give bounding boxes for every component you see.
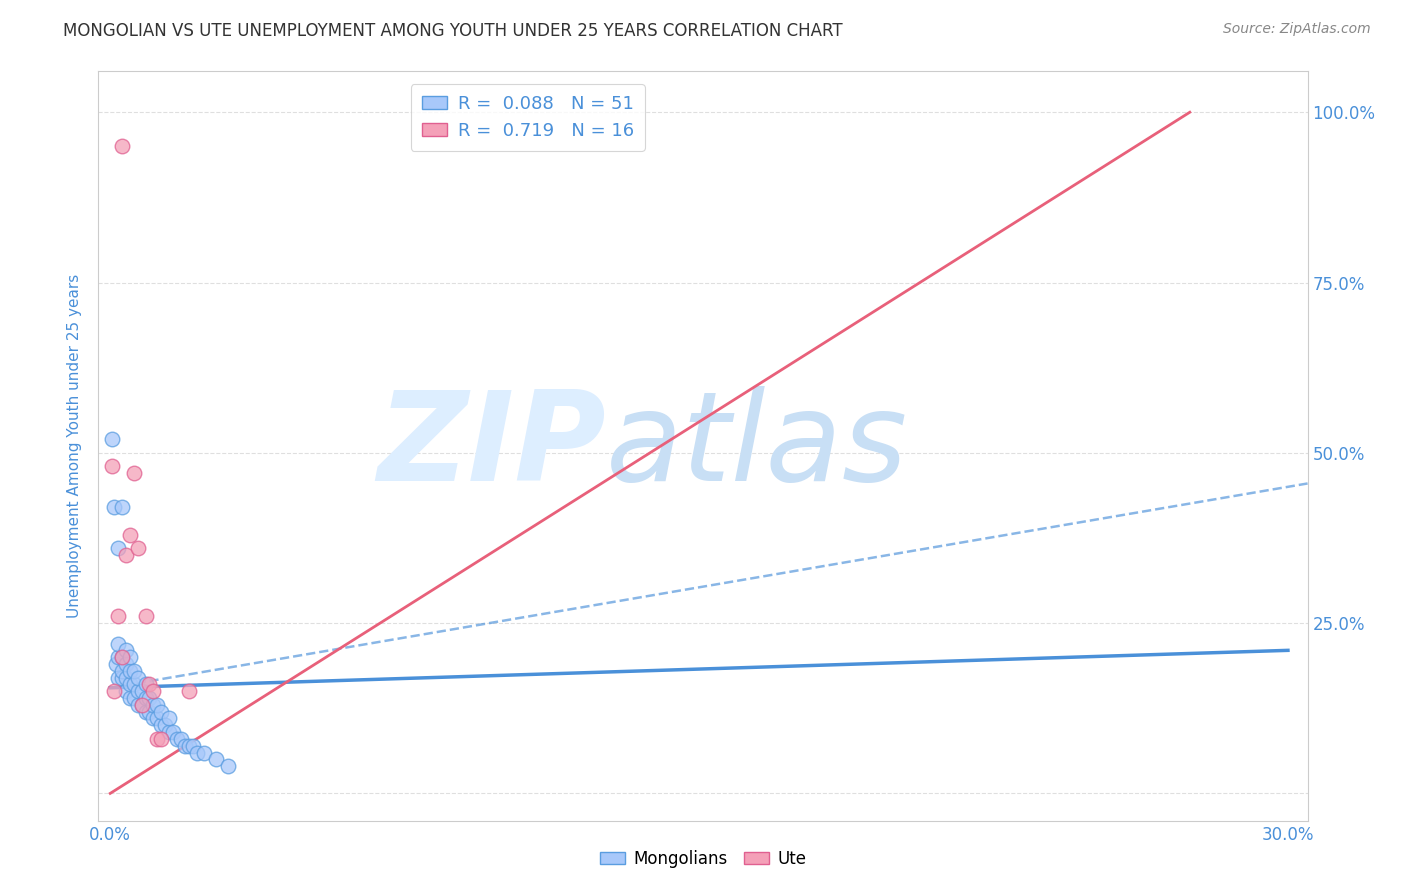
Point: [138, 705, 160, 719]
Point: [107, 541, 129, 556]
Point: [135, 677, 157, 691]
Point: [122, 664, 145, 678]
Point: [205, 752, 228, 766]
Point: [217, 759, 239, 773]
Point: [105, 657, 128, 671]
Point: [186, 746, 208, 760]
Point: [115, 657, 138, 671]
Point: [107, 671, 129, 685]
Point: [127, 684, 149, 698]
Point: [111, 500, 134, 515]
Point: [150, 705, 173, 719]
Point: [127, 698, 149, 712]
Point: [142, 684, 165, 698]
Point: [173, 739, 195, 753]
Point: [138, 677, 160, 691]
Point: [157, 711, 180, 725]
Point: [118, 677, 141, 691]
Y-axis label: Unemployment Among Youth under 25 years: Unemployment Among Youth under 25 years: [67, 274, 83, 618]
Point: [166, 731, 188, 746]
Point: [115, 643, 138, 657]
Point: [146, 731, 169, 746]
Point: [142, 698, 165, 712]
Legend: R =  0.088   N = 51, R =  0.719   N = 16: R = 0.088 N = 51, R = 0.719 N = 16: [411, 84, 644, 151]
Point: [101, 459, 124, 474]
Point: [107, 609, 129, 624]
Point: [146, 698, 169, 712]
Point: [111, 650, 134, 665]
Point: [111, 671, 134, 685]
Point: [135, 609, 157, 624]
Point: [170, 731, 193, 746]
Text: MONGOLIAN VS UTE UNEMPLOYMENT AMONG YOUTH UNDER 25 YEARS CORRELATION CHART: MONGOLIAN VS UTE UNEMPLOYMENT AMONG YOUT…: [63, 22, 842, 40]
Point: [138, 691, 160, 706]
Point: [150, 718, 173, 732]
Point: [157, 725, 180, 739]
Point: [150, 731, 173, 746]
Legend: Mongolians, Ute: Mongolians, Ute: [593, 844, 813, 875]
Point: [103, 684, 125, 698]
Point: [146, 711, 169, 725]
Point: [122, 691, 145, 706]
Point: [101, 432, 124, 446]
Point: [127, 671, 149, 685]
Text: Source: ZipAtlas.com: Source: ZipAtlas.com: [1223, 22, 1371, 37]
Point: [153, 718, 176, 732]
Point: [177, 739, 200, 753]
Point: [107, 636, 129, 650]
Point: [131, 698, 153, 712]
Point: [118, 691, 141, 706]
Point: [135, 705, 157, 719]
Point: [118, 664, 141, 678]
Point: [103, 500, 125, 515]
Point: [142, 711, 165, 725]
Point: [111, 139, 134, 153]
Point: [181, 739, 204, 753]
Point: [111, 650, 134, 665]
Point: [177, 684, 200, 698]
Point: [115, 671, 138, 685]
Point: [162, 725, 184, 739]
Point: [193, 746, 215, 760]
Point: [115, 548, 138, 562]
Point: [131, 684, 153, 698]
Point: [131, 698, 153, 712]
Point: [127, 541, 149, 556]
Point: [111, 664, 134, 678]
Point: [135, 691, 157, 706]
Point: [107, 650, 129, 665]
Point: [118, 650, 141, 665]
Text: ZIP: ZIP: [378, 385, 606, 507]
Text: atlas: atlas: [606, 385, 908, 507]
Point: [115, 684, 138, 698]
Point: [122, 467, 145, 481]
Point: [118, 527, 141, 541]
Point: [122, 677, 145, 691]
